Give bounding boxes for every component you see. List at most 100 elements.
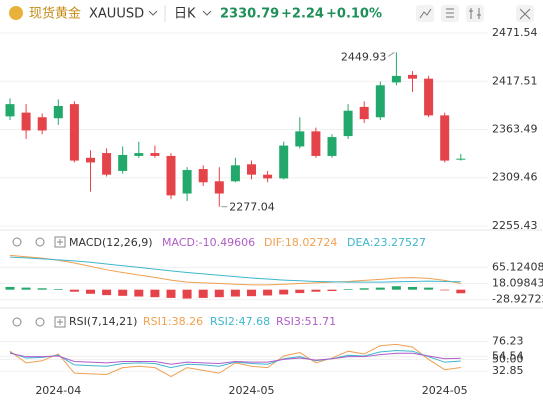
histogram-bar <box>166 289 176 298</box>
x-tick-label: 2024-04 <box>35 384 81 397</box>
candle-body <box>37 117 47 131</box>
annotation: 2449.93 <box>341 50 387 63</box>
histogram-bar <box>102 289 112 296</box>
tool-icon <box>519 8 531 20</box>
candle-body <box>166 155 176 196</box>
add-icon[interactable] <box>54 236 66 248</box>
histogram-bar <box>424 287 434 290</box>
histogram-bar <box>21 287 31 290</box>
histogram-bar <box>37 288 47 290</box>
y-tick-label: 76.23 <box>492 334 524 347</box>
candle-body <box>53 105 63 119</box>
candle-body <box>150 153 160 156</box>
histogram-bar <box>53 288 63 290</box>
histogram-bar <box>86 289 95 294</box>
eye-icon[interactable] <box>12 317 22 327</box>
histogram-bar <box>295 289 305 294</box>
period[interactable]: 日K <box>174 7 196 22</box>
candle-body <box>311 131 321 156</box>
candle-body <box>408 74 417 79</box>
histogram-bar <box>214 289 224 298</box>
change: +2.24 <box>281 7 324 22</box>
series-line <box>9 254 461 286</box>
change-percent: +0.10% <box>326 7 382 22</box>
candle-body <box>118 154 128 171</box>
histogram-bar <box>456 289 466 294</box>
dropdown-arrow[interactable] <box>148 10 158 16</box>
series-line <box>9 256 461 283</box>
dropdown-arrow[interactable] <box>202 10 212 16</box>
y-tick-label: 2309.46 <box>492 171 538 184</box>
histogram-bar <box>327 289 337 292</box>
tool-icon <box>469 8 481 19</box>
histogram-bar <box>279 289 289 295</box>
eye-icon[interactable] <box>12 237 22 247</box>
legend-entry: MACD:-10.49606 <box>162 236 255 249</box>
histogram-bar <box>198 289 208 298</box>
candle-body <box>69 104 79 161</box>
histogram-bar <box>408 286 417 290</box>
y-tick-label: 32.85 <box>492 364 524 377</box>
histogram-bar <box>375 287 385 290</box>
candle-body <box>327 137 337 156</box>
macd-title: MACD(12,26,9) <box>69 236 153 249</box>
histogram-bar <box>150 289 160 298</box>
candle-body <box>263 174 273 179</box>
instrument-name[interactable]: 现货黄金 <box>29 6 81 22</box>
candle-body <box>198 169 208 183</box>
legend-entry: DEA:23.27527 <box>347 236 426 249</box>
histogram-bar <box>230 289 240 297</box>
toolbar <box>416 5 534 22</box>
candle-body <box>182 170 192 194</box>
tool-icon <box>419 8 432 19</box>
y-tick-label: 2417.51 <box>492 74 538 87</box>
y-tick-label: 54.54 <box>492 349 524 362</box>
histogram-bar <box>182 289 192 299</box>
histogram-bar <box>118 289 128 296</box>
settings-icon[interactable] <box>35 237 45 247</box>
candle-body <box>230 165 240 182</box>
tool-icon <box>446 8 454 18</box>
settings-icon[interactable] <box>35 317 45 327</box>
histogram-bar <box>311 289 321 292</box>
histogram-bar <box>263 289 273 296</box>
y-tick-label: 2471.54 <box>492 26 538 39</box>
y-tick-label: 65.12408 <box>492 260 543 273</box>
add-icon[interactable] <box>54 316 66 328</box>
rsi-title: RSI(7,14,21) <box>69 315 137 328</box>
histogram-bar <box>359 288 369 290</box>
legend-entry: RSI3:51.71 <box>276 315 336 328</box>
tool-button[interactable] <box>466 5 484 22</box>
legend-entry: DIF:18.02724 <box>264 236 337 249</box>
series-line <box>9 350 461 369</box>
series-line <box>9 352 461 365</box>
series-line <box>9 343 461 378</box>
candle-body <box>279 145 289 179</box>
candle-body <box>134 153 144 156</box>
price: 2330.79 <box>220 7 279 22</box>
y-tick-label: 2255.43 <box>492 219 538 232</box>
x-tick-label: 2024-05 <box>229 384 275 397</box>
candle-body <box>295 131 305 147</box>
candle-body <box>247 164 256 175</box>
symbol[interactable]: XAUUSD <box>89 7 144 22</box>
candle-body <box>391 75 401 83</box>
candle-body <box>343 110 353 137</box>
histogram-bar <box>247 289 256 297</box>
legend-entry: RSI1:38.26 <box>143 315 203 328</box>
candle-body <box>21 112 31 131</box>
y-tick-label: 50.00 <box>492 352 524 365</box>
candle-body <box>86 157 95 163</box>
add-icon-cross <box>57 319 63 325</box>
candle-body <box>424 78 434 116</box>
y-tick-label: 18.09843 <box>492 276 543 289</box>
annotation: 2277.04 <box>229 201 274 214</box>
candle-body <box>214 181 224 194</box>
add-icon-cross <box>57 239 63 245</box>
candle-body <box>5 104 15 117</box>
histogram-bar <box>5 286 15 290</box>
gold-icon <box>9 6 23 20</box>
histogram-bar <box>69 289 79 292</box>
